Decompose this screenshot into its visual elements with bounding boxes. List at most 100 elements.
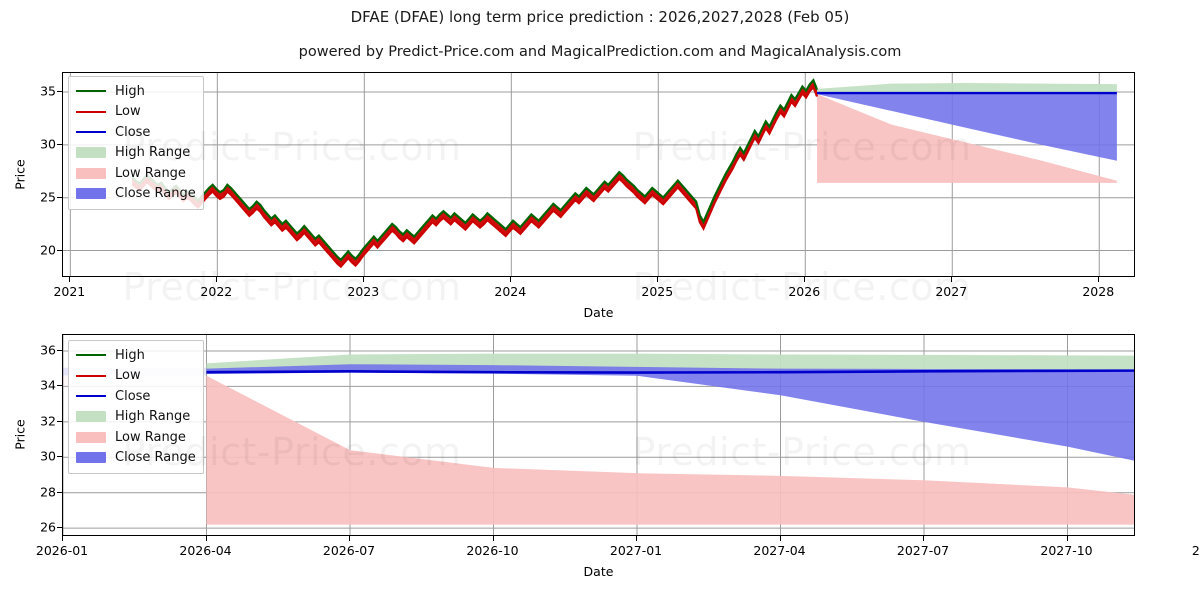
legend-line-swatch bbox=[76, 395, 106, 398]
top-chart-x-tick: 2024 bbox=[494, 284, 527, 299]
page-subtitle: powered by Predict-Price.com and Magical… bbox=[298, 44, 902, 60]
top-chart-y-tick-mark bbox=[57, 249, 62, 251]
legend-item-label: Low bbox=[115, 368, 141, 384]
top-chart-x-tick: 2027 bbox=[935, 284, 968, 299]
top-chart-y-tick: 30 bbox=[40, 136, 56, 152]
legend-band-swatch bbox=[76, 411, 106, 423]
bottom-chart-x-tick: 2026-10 bbox=[466, 543, 519, 558]
legend-item-label: Close Range bbox=[115, 450, 196, 466]
top-chart-y-tick-mark bbox=[57, 196, 62, 198]
bottom-chart-y-tick-mark bbox=[57, 527, 62, 529]
bottom-chart-y-tick: 32 bbox=[40, 413, 56, 429]
top-chart-x-tick: 2025 bbox=[641, 284, 674, 299]
top-chart-y-axis-title: Price bbox=[12, 158, 28, 190]
top-chart-y-tick: 25 bbox=[40, 189, 56, 205]
bottom-chart-x-axis-title: Date bbox=[583, 564, 614, 579]
top-chart-y-tick-mark bbox=[57, 143, 62, 145]
top-chart-x-tick: 2021 bbox=[53, 284, 86, 299]
bottom-chart-x-tick: 2026-04 bbox=[179, 543, 232, 558]
bottom-chart-x-tick-mark bbox=[492, 536, 494, 541]
bottom-chart-y-tick: 26 bbox=[40, 519, 56, 535]
legend-item-label: High Range bbox=[115, 409, 191, 425]
legend-item-high: High bbox=[76, 345, 196, 366]
legend-item-low-range: Low Range bbox=[76, 427, 196, 448]
top-chart-y-tick: 35 bbox=[40, 83, 56, 99]
legend-line-swatch bbox=[76, 90, 106, 93]
legend-item-label: Close bbox=[115, 124, 151, 140]
bottom-chart-legend: High Low Close High Range Low Range Close Ran… bbox=[68, 340, 204, 474]
top-chart-legend: High Low Close High Range Low Range Close Ran… bbox=[68, 76, 204, 210]
top-chart-x-tick-mark bbox=[951, 277, 953, 282]
top-chart-x-tick: 2022 bbox=[200, 284, 233, 299]
top-chart-x-tick: 2028 bbox=[1082, 284, 1115, 299]
bottom-chart-y-tick-mark bbox=[57, 491, 62, 493]
bottom-chart-y-tick: 36 bbox=[40, 342, 56, 358]
top-chart-x-tick: 2023 bbox=[347, 284, 380, 299]
legend-item-label: High bbox=[115, 347, 145, 363]
legend-item-low-range: Low Range bbox=[76, 163, 196, 184]
legend-item-close: Close bbox=[76, 386, 196, 407]
bottom-chart-x-tick-mark bbox=[205, 536, 207, 541]
bottom-chart-x-tick: 2026-01 bbox=[35, 543, 89, 558]
watermark: Predict-Price.com bbox=[122, 125, 461, 169]
page-title: DFAE (DFAE) long term price prediction :… bbox=[350, 8, 850, 26]
bottom-chart-y-tick: 30 bbox=[40, 448, 56, 464]
legend-band-swatch bbox=[76, 167, 106, 179]
watermark: Predict-Price.com bbox=[632, 430, 971, 474]
legend-item-label: Low Range bbox=[115, 165, 186, 181]
bottom-chart-x-tick: 2026-07 bbox=[322, 543, 376, 558]
legend-item-low: Low bbox=[76, 366, 196, 387]
bottom-chart-y-tick-mark bbox=[57, 456, 62, 458]
bottom-chart-y-tick-mark bbox=[57, 420, 62, 422]
watermark: Predict-Price.com bbox=[122, 430, 461, 474]
bottom-chart-x-tick-mark bbox=[779, 536, 781, 541]
bottom-chart-x-tick: 2027-04 bbox=[753, 543, 806, 558]
bottom-chart-x-tick: 2028-01 bbox=[1191, 543, 1200, 558]
legend-line-swatch bbox=[76, 131, 106, 134]
top-chart-x-tick: 2026 bbox=[788, 284, 821, 299]
legend-band-swatch bbox=[76, 188, 106, 200]
legend-item-label: Low bbox=[115, 104, 141, 120]
legend-line-swatch bbox=[76, 110, 106, 113]
bottom-chart-x-tick-mark bbox=[923, 536, 924, 541]
legend-item-high-range: High Range bbox=[76, 143, 196, 164]
legend-item-label: Close bbox=[115, 388, 151, 404]
bottom-chart-x-tick-mark bbox=[636, 536, 637, 541]
legend-line-swatch bbox=[76, 374, 106, 377]
top-chart-x-tick-mark bbox=[216, 277, 218, 282]
legend-band-swatch bbox=[76, 431, 106, 443]
legend-item-label: Close Range bbox=[115, 186, 196, 202]
bottom-chart-x-tick: 2027-07 bbox=[896, 543, 950, 558]
legend-item-close: Close bbox=[76, 122, 196, 143]
legend-item-high-range: High Range bbox=[76, 407, 196, 428]
bottom-chart-y-axis-title: Price bbox=[12, 419, 28, 450]
bottom-chart-x-tick-mark bbox=[349, 536, 350, 541]
legend-item-label: High Range bbox=[115, 145, 191, 161]
bottom-chart-y-tick: 34 bbox=[40, 377, 56, 393]
watermark: Predict-Price.com bbox=[632, 125, 971, 169]
top-chart-y-tick: 20 bbox=[40, 242, 56, 258]
legend-band-swatch bbox=[76, 452, 106, 464]
top-chart-x-tick-mark bbox=[1098, 277, 1100, 282]
legend-item-close-range: Close Range bbox=[76, 184, 196, 205]
legend-item-low: Low bbox=[76, 102, 196, 123]
bottom-chart-y-tick: 28 bbox=[40, 484, 56, 500]
legend-line-swatch bbox=[76, 354, 106, 357]
bottom-chart-x-tick: 2027-10 bbox=[1040, 543, 1093, 558]
top-chart-x-tick-mark bbox=[657, 277, 659, 282]
top-chart-x-axis-title: Date bbox=[583, 305, 614, 320]
bottom-chart-y-tick-mark bbox=[57, 349, 62, 351]
watermark: Predict-Price.com bbox=[632, 265, 971, 309]
legend-item-close-range: Close Range bbox=[76, 448, 196, 469]
top-chart-x-tick-mark bbox=[510, 277, 512, 282]
legend-band-swatch bbox=[76, 147, 106, 159]
bottom-chart-x-tick-mark bbox=[1066, 536, 1068, 541]
top-chart-x-tick-mark bbox=[69, 277, 71, 282]
top-chart-plot-area bbox=[63, 73, 1134, 276]
top-chart-y-tick-mark bbox=[57, 91, 62, 93]
bottom-chart-x-tick: 2027-01 bbox=[609, 543, 663, 558]
bottom-chart-x-tick-mark bbox=[62, 536, 63, 541]
legend-item-high: High bbox=[76, 81, 196, 102]
top-chart-x-tick-mark bbox=[363, 277, 365, 282]
